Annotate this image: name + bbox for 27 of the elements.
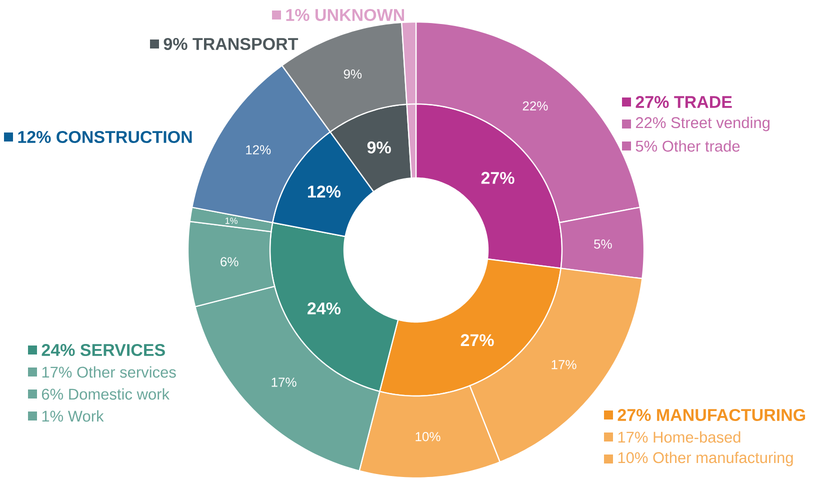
data-label: 12% [246,145,271,154]
legend-label: 5% Other trade [636,140,740,152]
data-label: 27% [481,172,514,184]
legend-label: 27% MANUFACTURING [618,408,806,422]
legend-label: 22% Street vending [636,116,770,132]
data-label: 10% [416,432,440,442]
data-label: 12% [308,186,341,198]
data-label: 17% [272,378,296,387]
legend-label: 10% Other manufacturing [618,452,793,466]
data-label: 9% [344,69,362,79]
data-label: 6% [220,257,238,266]
data-label: 22% [522,101,548,110]
legend-label: 9% TRANSPORT [164,38,298,50]
legend-label: 17% Other services [42,366,176,378]
legend-label: 1% UNKNOWN [286,8,404,22]
legend-label: 24% SERVICES [42,344,165,356]
data-label: 27% [460,334,494,346]
data-label: 17% [552,360,576,370]
legend-label: 27% TRADE [636,96,732,108]
legend-label: 6% Domestic work [42,388,170,400]
data-label: 24% [308,302,341,314]
data-label: 1% [225,218,238,224]
data-label: 9% [367,141,391,154]
data-label: 5% [594,240,612,249]
legend-label: 17% Home-based [618,431,740,443]
legend-label: 1% Work [42,410,104,422]
legend-label: 12% CONSTRUCTION [18,130,192,144]
